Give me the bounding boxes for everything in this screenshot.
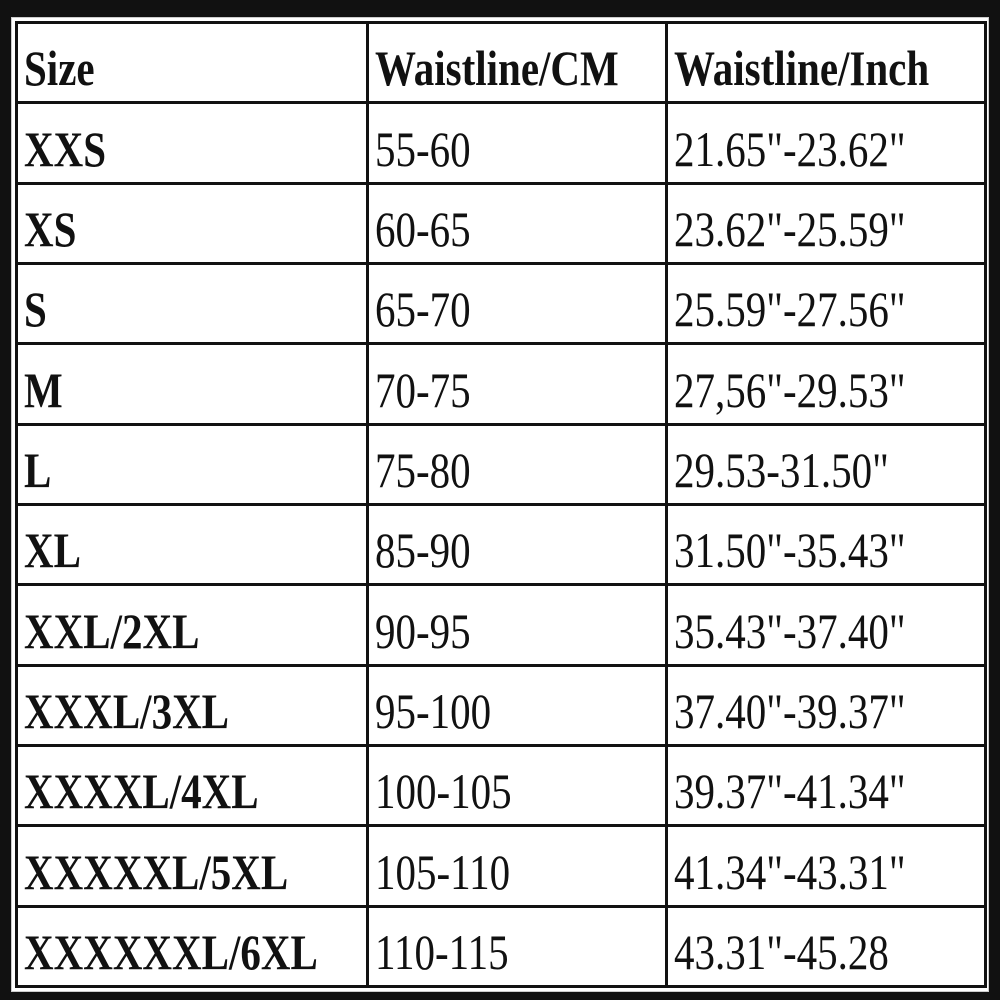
header-size: Size	[15, 20, 369, 105]
size-cell-text: XL	[24, 522, 81, 579]
waist-cm-cell: 90-95	[366, 583, 668, 667]
size-cell-text: L	[24, 441, 52, 498]
waist-inch-cell-text: 43.31"-45.28	[674, 924, 889, 980]
waist-inch-cell: 39.37"-41.34"	[665, 743, 987, 828]
waist-inch-cell-text: 23.62"-25.59"	[674, 200, 906, 257]
table-row: XXS 55-60 21.65"-23.62"	[15, 101, 987, 185]
waist-inch-cell-text: 31.50"-35.43"	[674, 522, 906, 579]
waist-inch-cell-text: 41.34"-43.31"	[674, 843, 906, 900]
size-cell-text: XXL/2XL	[24, 602, 200, 659]
waist-cm-cell-text: 90-95	[375, 602, 471, 659]
size-table: Size Waistline/CM Waistline/Inch XXS 55-6…	[15, 20, 987, 989]
table-row: XL 85-90 31.50"-35.43"	[15, 502, 987, 587]
table-row: XXXXL/4XL 100-105 39.37"-41.34"	[15, 743, 987, 828]
waist-inch-cell-text: 39.37"-41.34"	[674, 763, 906, 820]
waist-inch-cell-text: 29.53-31.50"	[674, 441, 889, 498]
waist-inch-cell-text: 27,56"-29.53"	[674, 361, 906, 418]
waist-cm-cell: 85-90	[366, 502, 668, 587]
waist-cm-cell-text: 110-115	[375, 924, 509, 980]
waist-inch-cell-text: 37.40"-39.37"	[674, 682, 906, 739]
waist-cm-cell: 110-115	[366, 904, 668, 989]
waist-cm-cell-text: 65-70	[375, 281, 471, 338]
waist-inch-cell: 29.53-31.50"	[665, 422, 987, 506]
waist-cm-cell: 105-110	[366, 824, 668, 908]
size-cell-text: XXXXXXL/6XL	[24, 924, 318, 980]
size-cell: XXXXXXL/6XL	[15, 904, 369, 989]
waist-cm-cell-text: 85-90	[375, 522, 471, 579]
waist-inch-cell: 43.31"-45.28	[665, 904, 987, 989]
header-waist-inch: Waistline/Inch	[665, 20, 987, 105]
waist-inch-cell-text: 35.43"-37.40"	[674, 602, 906, 659]
header-row: Size Waistline/CM Waistline/Inch	[15, 20, 987, 105]
waist-cm-cell: 60-65	[366, 181, 668, 265]
waist-cm-cell: 70-75	[366, 342, 668, 426]
table-row: M 70-75 27,56"-29.53"	[15, 342, 987, 426]
waist-inch-cell: 37.40"-39.37"	[665, 663, 987, 747]
waist-inch-cell-text: 25.59"-27.56"	[674, 281, 906, 338]
table-row: XS 60-65 23.62"-25.59"	[15, 181, 987, 265]
waist-inch-cell: 21.65"-23.62"	[665, 101, 987, 185]
waist-cm-cell-text: 105-110	[375, 843, 511, 900]
waist-cm-cell: 95-100	[366, 663, 668, 747]
waist-cm-cell-text: 55-60	[375, 120, 471, 177]
waist-cm-cell-text: 60-65	[375, 200, 471, 257]
size-cell-text: XXXL/3XL	[24, 682, 230, 739]
table-row: L 75-80 29.53-31.50"	[15, 422, 987, 506]
table-row: XXXXXL/5XL 105-110 41.34"-43.31"	[15, 824, 987, 908]
header-waist-cm: Waistline/CM	[366, 20, 668, 105]
waist-inch-cell-text: 21.65"-23.62"	[674, 120, 906, 177]
waist-cm-cell-text: 100-105	[375, 763, 512, 820]
size-cell-text: S	[24, 281, 47, 338]
size-cell-text: XXXXL/4XL	[24, 763, 259, 820]
waist-inch-cell: 23.62"-25.59"	[665, 181, 987, 265]
waist-cm-cell: 100-105	[366, 743, 668, 828]
table-row: XXXL/3XL 95-100 37.40"-39.37"	[15, 663, 987, 747]
size-cell: XXXXXL/5XL	[15, 824, 369, 908]
size-cell: XXXXL/4XL	[15, 743, 369, 828]
waist-cm-cell-text: 95-100	[375, 682, 492, 739]
waist-inch-cell: 31.50"-35.43"	[665, 502, 987, 587]
waist-cm-cell: 55-60	[366, 101, 668, 185]
waist-cm-cell: 65-70	[366, 261, 668, 346]
waist-inch-cell: 41.34"-43.31"	[665, 824, 987, 908]
waist-cm-cell: 75-80	[366, 422, 668, 506]
waist-cm-cell-text: 70-75	[375, 361, 471, 418]
size-cell: L	[15, 422, 369, 506]
size-cell: S	[15, 261, 369, 346]
table-row: S 65-70 25.59"-27.56"	[15, 261, 987, 346]
table-row: XXXXXXL/6XL 110-115 43.31"-45.28	[15, 904, 987, 989]
size-cell-text: M	[24, 361, 63, 418]
waist-inch-cell: 35.43"-37.40"	[665, 583, 987, 667]
waist-inch-cell: 27,56"-29.53"	[665, 342, 987, 426]
size-cell-text: XS	[24, 200, 77, 257]
waist-inch-cell: 25.59"-27.56"	[665, 261, 987, 346]
size-cell: XXXL/3XL	[15, 663, 369, 747]
size-cell-text: XXS	[24, 120, 107, 177]
size-cell: XS	[15, 181, 369, 265]
table-row: XXL/2XL 90-95 35.43"-37.40"	[15, 583, 987, 667]
size-chart: Size Waistline/CM Waistline/Inch XXS 55-6…	[11, 17, 989, 992]
size-cell: XXL/2XL	[15, 583, 369, 667]
size-cell: M	[15, 342, 369, 426]
size-cell: XXS	[15, 101, 369, 185]
size-cell-text: XXXXXL/5XL	[24, 843, 289, 900]
size-cell: XL	[15, 502, 369, 587]
waist-cm-cell-text: 75-80	[375, 441, 471, 498]
